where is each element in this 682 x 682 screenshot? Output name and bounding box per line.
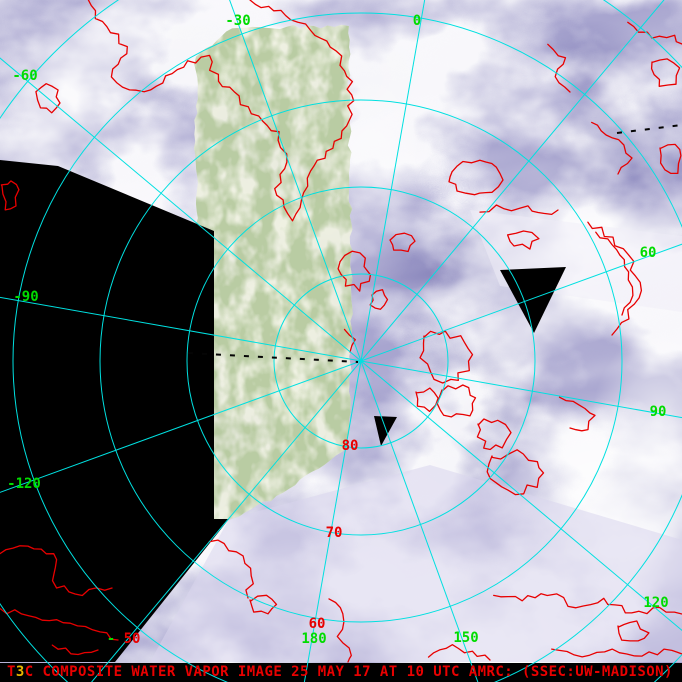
longitude-label: 150 bbox=[453, 630, 478, 646]
cloud-highlight bbox=[592, 332, 682, 508]
longitude-label: 90 bbox=[650, 404, 667, 420]
no-data-region bbox=[0, 160, 229, 662]
latitude-circle bbox=[12, 12, 682, 682]
coastline-path bbox=[87, 0, 355, 222]
coastline-path bbox=[479, 204, 559, 216]
coastline-path bbox=[486, 449, 545, 496]
longitude-label: 60 bbox=[640, 245, 657, 261]
longitude-label: 120 bbox=[643, 595, 668, 611]
coastline-path bbox=[328, 598, 352, 663]
no-data-region bbox=[374, 416, 397, 446]
coastline-path bbox=[419, 330, 474, 384]
meridian-line bbox=[0, 296, 362, 362]
meridian-line bbox=[360, 360, 479, 682]
coastline-path bbox=[0, 545, 113, 597]
coastline-path bbox=[506, 230, 540, 250]
meridian-line bbox=[360, 360, 682, 632]
meridian-line bbox=[303, 360, 362, 682]
coastline-layer bbox=[0, 0, 682, 663]
coastline-path bbox=[415, 387, 439, 413]
caption-channel-number: 3 bbox=[15, 664, 25, 680]
latitude-circle bbox=[273, 273, 449, 449]
latitude-label: 50 bbox=[124, 631, 141, 647]
meridian-line bbox=[360, 243, 682, 362]
coastline-path bbox=[389, 232, 416, 253]
meridian-line bbox=[0, 57, 362, 362]
longitude-label: 0 bbox=[413, 13, 421, 29]
meridian-line bbox=[360, 360, 682, 419]
longitude-label: -30 bbox=[225, 13, 250, 29]
caption-prefix: T bbox=[7, 664, 16, 680]
latitude-label: 60 bbox=[309, 616, 326, 632]
coastline-path bbox=[595, 231, 634, 316]
coastline-path bbox=[591, 121, 633, 175]
coastline-path bbox=[650, 58, 681, 87]
coastline-path bbox=[427, 644, 491, 661]
coastline-path bbox=[627, 21, 682, 45]
dashed-meridian bbox=[187, 352, 359, 363]
longitude-label: -60 bbox=[12, 68, 37, 84]
longitude-label: -120 bbox=[7, 476, 41, 492]
coastline-path bbox=[558, 396, 596, 432]
caption-text: C COMPOSITE WATER VAPOR IMAGE 25 MAY 17 … bbox=[24, 664, 673, 680]
coastline-path bbox=[249, 594, 278, 615]
coastline-path bbox=[547, 43, 571, 93]
meridian-line bbox=[90, 360, 362, 682]
coastline-path bbox=[551, 648, 682, 658]
coastline-path bbox=[476, 418, 512, 451]
grid-label-layer: -30 0 -60 -90 -120 60 90 120 150 180 - 80 70 60 50 bbox=[7, 13, 669, 647]
longitude-label: 180 bbox=[301, 631, 326, 647]
land-swath-texture bbox=[194, 24, 353, 522]
latitude-label: 80 bbox=[342, 438, 359, 454]
coastline-path bbox=[0, 180, 20, 211]
coastline-path bbox=[35, 83, 61, 114]
dashed-meridian bbox=[616, 124, 682, 134]
coastline-path bbox=[0, 607, 119, 641]
coastline-path bbox=[659, 143, 682, 175]
coastline-path bbox=[493, 593, 682, 615]
meridian-line bbox=[0, 360, 362, 493]
meridian-line bbox=[360, 0, 665, 362]
meridian-line bbox=[229, 0, 362, 362]
mosaic-seam-bottom bbox=[150, 465, 682, 662]
coastline-path bbox=[51, 644, 99, 656]
coastline-path bbox=[343, 328, 356, 353]
coastline-path bbox=[208, 539, 254, 599]
longitude-label: -90 bbox=[13, 289, 38, 305]
latitude-circle bbox=[186, 186, 536, 536]
latitude-circle bbox=[99, 99, 623, 623]
cloud-highlight bbox=[0, 0, 186, 131]
coastline-path bbox=[617, 620, 650, 642]
caption-bar-bg bbox=[0, 663, 682, 682]
longitude-label: - bbox=[107, 631, 115, 647]
caption-bar: T3C COMPOSITE WATER VAPOR IMAGE 25 MAY 1… bbox=[0, 663, 682, 682]
coastline-path bbox=[587, 221, 643, 336]
latitude-label: 70 bbox=[326, 525, 343, 541]
coastline-path bbox=[448, 159, 504, 196]
meridian-line bbox=[360, 0, 426, 362]
coastline-path bbox=[337, 250, 372, 292]
